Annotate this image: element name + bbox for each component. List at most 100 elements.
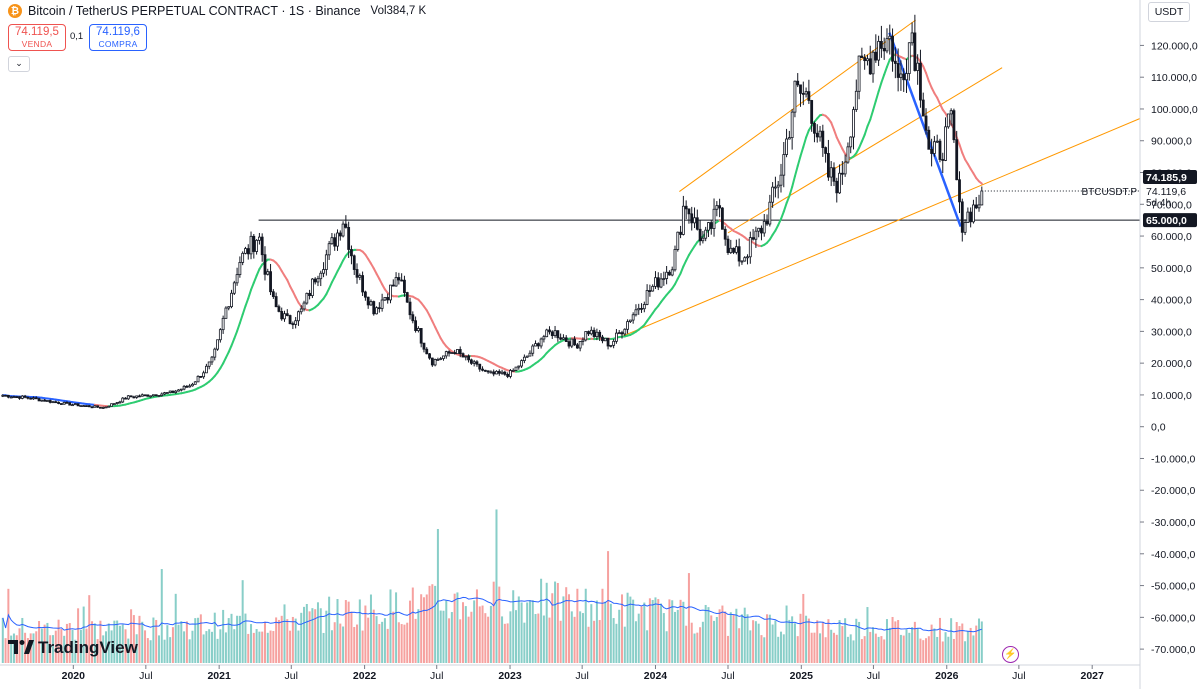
- volume-bar: [277, 619, 280, 663]
- volume-bar: [7, 588, 10, 663]
- volume-bar: [715, 616, 718, 663]
- volume-bar: [629, 596, 632, 663]
- volume-bar: [208, 629, 211, 663]
- volume-bar: [96, 639, 99, 663]
- ma-segment: [679, 265, 685, 275]
- ma-segment: [339, 259, 345, 268]
- candle-body: [439, 358, 443, 360]
- candle-body: [363, 291, 367, 298]
- sell-button[interactable]: 74.119,5 VENDA: [8, 24, 66, 51]
- ma-segment: [922, 65, 928, 74]
- volume-bar: [662, 613, 665, 663]
- volume-bar: [43, 624, 46, 663]
- candle-body: [746, 256, 749, 259]
- candle-body: [960, 201, 964, 233]
- volume-bar: [289, 630, 292, 663]
- candle-body: [718, 205, 722, 209]
- candle-body: [980, 190, 984, 206]
- volume-bar: [152, 617, 155, 663]
- candle-body: [210, 356, 214, 363]
- candle-body: [534, 343, 537, 347]
- price-tick-label: 110.000,0: [1151, 72, 1197, 84]
- price-axis[interactable]: -70.000,0 -60.000,0 -50.000,0 -40.000,0 -30.…: [1139, 0, 1200, 689]
- candle-body: [18, 396, 21, 399]
- volume-bar: [487, 616, 490, 663]
- volume-bar: [813, 632, 816, 663]
- candle-body: [765, 221, 769, 225]
- candle-body: [302, 302, 306, 310]
- volume-bar: [378, 624, 381, 663]
- candle-body: [121, 397, 125, 403]
- volume-bar: [386, 628, 389, 663]
- candle-body: [422, 342, 426, 350]
- candle-body: [589, 329, 593, 335]
- candle-body: [280, 311, 284, 320]
- time-tick-label: Jul: [430, 670, 443, 682]
- candle-body: [224, 307, 228, 319]
- time-axis[interactable]: 2020 Jul 2021 Jul 2022 Jul 2023 Jul 2024 Jul 2025 J…: [0, 664, 1140, 682]
- time-tick-label: Jul: [721, 670, 734, 682]
- candle-body: [539, 338, 543, 347]
- candle-body: [152, 394, 155, 397]
- volume-bar: [127, 638, 130, 663]
- tradingview-logo[interactable]: TradingView: [8, 638, 138, 658]
- volume-bar: [272, 631, 275, 663]
- buy-button[interactable]: 74.119,6 COMPRA: [89, 24, 147, 51]
- volume-bar: [961, 623, 964, 663]
- time-tick-label: 2027: [1081, 670, 1105, 682]
- price-tick-label: 120.000,0: [1151, 40, 1198, 52]
- chevron-down-icon[interactable]: ⌄: [8, 56, 30, 72]
- symbol-header[interactable]: ₿ Bitcoin / TetherUS PERPETUAL CONTRACT …: [8, 4, 426, 18]
- candle-body: [793, 80, 797, 113]
- candle-body: [472, 361, 476, 364]
- candle-body: [104, 406, 108, 409]
- ma-segment: [291, 290, 297, 299]
- candle-body: [528, 352, 532, 357]
- volume-bar: [328, 596, 331, 663]
- volume-bar: [442, 610, 445, 663]
- tradingview-logo-icon: [8, 640, 34, 654]
- candle-body: [386, 297, 390, 301]
- candle-body: [389, 284, 392, 301]
- volume-bar: [350, 611, 353, 663]
- candle-body: [430, 357, 434, 366]
- candle-body: [93, 405, 97, 408]
- candle-body: [199, 375, 203, 378]
- candle-body: [762, 221, 766, 234]
- candle-body: [305, 292, 309, 304]
- price-tick-label: -70.000,0: [1151, 644, 1196, 656]
- volume-bar: [559, 620, 562, 663]
- volume-bar: [838, 620, 841, 663]
- volume-bar: [77, 608, 80, 663]
- volume-bar: [958, 626, 961, 663]
- lightning-icon[interactable]: ⚡: [1002, 646, 1019, 663]
- volume-bar: [584, 588, 587, 663]
- volume-bar: [690, 622, 693, 663]
- candle-body: [974, 204, 978, 209]
- candle-body: [241, 252, 245, 263]
- volume-bar: [899, 634, 902, 663]
- volume-bar: [551, 593, 554, 663]
- volume-bar: [54, 630, 57, 663]
- price-tick-label: 30.000,0: [1151, 326, 1192, 338]
- candle-body: [776, 184, 780, 188]
- candle-body: [350, 249, 353, 257]
- volume-bar: [760, 635, 763, 663]
- candle-body: [662, 278, 666, 280]
- candle-body: [506, 373, 510, 377]
- volume-bar: [654, 597, 657, 663]
- ma-segment: [885, 58, 891, 68]
- volume-bar: [99, 620, 102, 663]
- volume-bar: [590, 604, 593, 663]
- candle-body: [87, 405, 91, 408]
- candle-body: [196, 375, 200, 383]
- volume-bar: [238, 615, 241, 663]
- volume-bar: [966, 631, 969, 663]
- time-tick-label: 2023: [498, 670, 522, 682]
- volume-bar: [194, 618, 197, 663]
- volume-bar: [545, 582, 548, 663]
- currency-select[interactable]: USDT: [1148, 2, 1190, 22]
- candle-body: [336, 232, 339, 247]
- ma-segment: [236, 322, 241, 333]
